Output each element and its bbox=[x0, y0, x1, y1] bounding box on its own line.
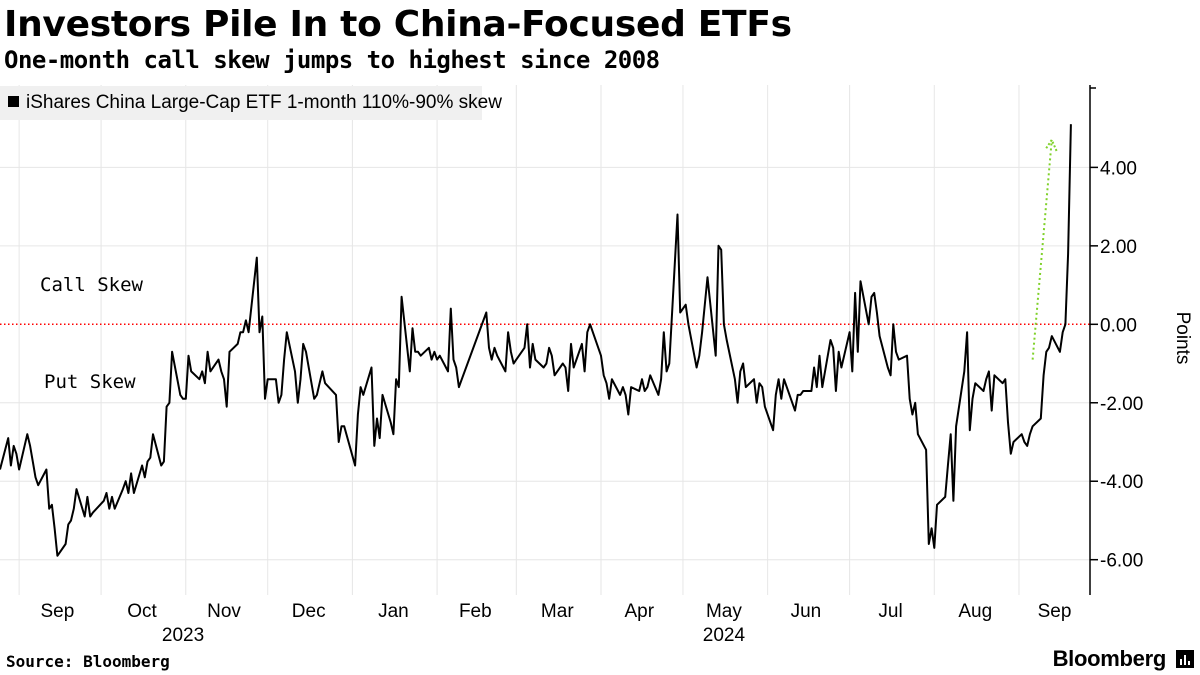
y-tick-label: -4.00 bbox=[1100, 472, 1143, 493]
x-year-label: 2023 bbox=[162, 625, 204, 646]
call-skew-label: Call Skew bbox=[40, 274, 144, 296]
put-skew-label: Put Skew bbox=[44, 371, 136, 393]
legend-swatch bbox=[8, 96, 19, 107]
y-axis-layer: -6.00 -4.00 -2.00 0.00 2.00 4.00 bbox=[1089, 85, 1143, 595]
y-tick-label: -6.00 bbox=[1100, 551, 1143, 572]
x-tick-label: Jan bbox=[378, 601, 409, 622]
x-tick-label: Jul bbox=[878, 601, 902, 622]
trend-arrow-shaft bbox=[1031, 139, 1053, 360]
y-tick-label: 2.00 bbox=[1100, 237, 1137, 258]
x-tick-label: Sep bbox=[40, 601, 74, 622]
legend-background bbox=[0, 86, 482, 120]
series-layer bbox=[0, 124, 1072, 557]
x-tick-label: Nov bbox=[207, 601, 241, 622]
y-tick-label: 0.00 bbox=[1100, 315, 1137, 336]
x-year-label: 2024 bbox=[703, 625, 746, 646]
grid-layer bbox=[0, 85, 1090, 595]
x-tick-label: Oct bbox=[127, 601, 157, 622]
x-tick-label: Feb bbox=[459, 601, 492, 622]
x-tick-label: Jun bbox=[791, 601, 822, 622]
legend-entry: iShares China Large-Cap ETF 1-month 110%… bbox=[26, 92, 502, 113]
x-axis-layer: Sep Oct Nov Dec Jan Feb Mar Apr May Jun Jul Aug Sep 2… bbox=[40, 601, 1071, 646]
y-tick-label: 4.00 bbox=[1100, 158, 1137, 179]
y-axis-label: Points bbox=[1172, 312, 1193, 365]
legend: iShares China Large-Cap ETF 1-month 110%… bbox=[0, 86, 502, 120]
x-tick-label: Aug bbox=[958, 601, 992, 622]
x-tick-label: Dec bbox=[292, 601, 326, 622]
y-tick-label: -2.00 bbox=[1100, 394, 1143, 415]
arrow-layer bbox=[1031, 137, 1058, 360]
x-tick-label: Sep bbox=[1038, 601, 1072, 622]
series-line bbox=[0, 124, 1072, 557]
trend-arrow-head bbox=[1044, 137, 1058, 152]
chart-subtitle: One-month call skew jumps to highest sin… bbox=[4, 46, 660, 74]
source-note: Source: Bloomberg bbox=[6, 652, 170, 671]
x-tick-label: Mar bbox=[541, 601, 574, 622]
chart-title: Investors Pile In to China-Focused ETFs bbox=[4, 4, 792, 45]
bloomberg-mark-icon bbox=[1176, 650, 1194, 668]
bloomberg-logo: Bloomberg bbox=[1052, 646, 1167, 671]
x-tick-label: Apr bbox=[624, 601, 654, 622]
x-tick-label: May bbox=[706, 601, 742, 622]
